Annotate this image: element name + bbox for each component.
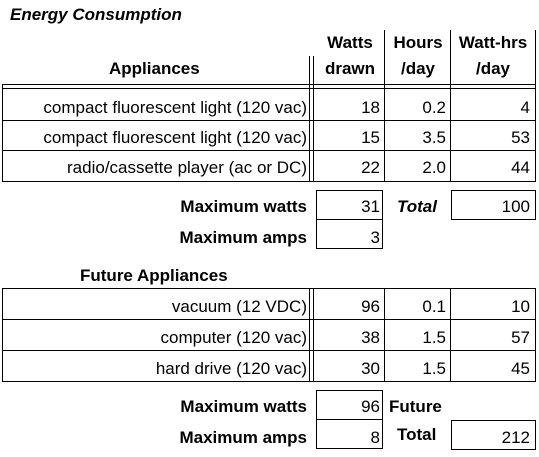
future-appliance-hours: 0.1 bbox=[422, 297, 446, 316]
future-total-label: Total bbox=[397, 425, 437, 444]
grid-hline bbox=[2, 84, 536, 85]
grid-vline bbox=[309, 288, 310, 381]
grid-hline bbox=[2, 288, 536, 289]
future-appliance-hours: 1.5 bbox=[422, 328, 446, 347]
grid-vline bbox=[535, 288, 536, 381]
grid-vline bbox=[535, 30, 536, 182]
future-max-watts-label: Maximum watts bbox=[180, 397, 307, 416]
grid-vline bbox=[384, 30, 385, 182]
future-appliance-name: hard drive (120 vac) bbox=[155, 359, 307, 378]
grid-hline bbox=[2, 319, 536, 320]
appliance-hours: 0.2 bbox=[422, 98, 446, 117]
future-appliance-hours: 1.5 bbox=[422, 359, 446, 378]
future-appliance-watts: 30 bbox=[361, 359, 380, 378]
header-watthrs-line2: /day bbox=[475, 59, 511, 78]
grid-hline bbox=[2, 350, 536, 351]
max-amps-value: 3 bbox=[370, 228, 380, 247]
max-watts-value: 31 bbox=[361, 197, 380, 216]
grid-vline bbox=[313, 56, 314, 182]
future-appliances-title: Future Appliances bbox=[80, 266, 228, 285]
grid-hline bbox=[2, 88, 536, 89]
header-watthrs-line1: Watt-hrs bbox=[458, 33, 528, 52]
future-max-watts-cell bbox=[316, 390, 383, 420]
total-cell bbox=[451, 190, 536, 220]
header-hours-line1: Hours bbox=[393, 33, 443, 52]
appliance-watts: 18 bbox=[361, 98, 380, 117]
future-appliance-name: computer (120 vac) bbox=[160, 328, 307, 347]
future-appliance-watthrs: 45 bbox=[511, 359, 530, 378]
max-amps-cell bbox=[316, 220, 383, 249]
header-watts-line2: drawn bbox=[324, 59, 376, 78]
appliance-name: radio/cassette player (ac or DC) bbox=[67, 158, 307, 177]
grid-vline bbox=[384, 288, 385, 381]
future-max-watts-value: 96 bbox=[361, 397, 380, 416]
appliance-watts: 22 bbox=[361, 158, 380, 177]
max-watts-label: Maximum watts bbox=[180, 197, 307, 216]
header-appliances: Appliances bbox=[109, 59, 200, 78]
future-appliance-watts: 96 bbox=[361, 297, 380, 316]
appliance-watthrs: 44 bbox=[511, 158, 530, 177]
grid-hline bbox=[2, 181, 536, 182]
grid-vline bbox=[450, 30, 451, 182]
appliance-watthrs: 4 bbox=[520, 98, 530, 117]
max-watts-cell bbox=[316, 190, 383, 220]
future-max-amps-label: Maximum amps bbox=[179, 428, 307, 447]
future-appliance-name: vacuum (12 VDC) bbox=[171, 297, 307, 316]
future-label: Future bbox=[389, 397, 442, 416]
appliance-watts: 15 bbox=[361, 128, 380, 147]
header-watts-line1: Watts bbox=[327, 33, 373, 52]
grid-vline bbox=[2, 288, 3, 381]
future-max-amps-value: 8 bbox=[370, 428, 380, 447]
future-appliance-watts: 38 bbox=[361, 328, 380, 347]
future-appliance-watthrs: 10 bbox=[511, 297, 530, 316]
grid-vline bbox=[309, 56, 310, 182]
grid-hline bbox=[2, 381, 536, 382]
appliance-watthrs: 53 bbox=[511, 128, 530, 147]
grid-hline bbox=[2, 120, 536, 121]
grid-vline bbox=[313, 288, 314, 381]
future-max-amps-cell bbox=[316, 420, 383, 449]
sheet-title: Energy Consumption bbox=[10, 5, 182, 24]
header-hours-line2: /day bbox=[400, 59, 436, 78]
grid-hline bbox=[2, 150, 536, 151]
appliance-name: compact fluorescent light (120 vac) bbox=[43, 98, 307, 117]
total-label: Total bbox=[397, 197, 437, 216]
appliance-hours: 3.5 bbox=[422, 128, 446, 147]
grid-vline bbox=[450, 288, 451, 381]
future-total-value: 212 bbox=[501, 428, 530, 447]
future-total-cell bbox=[451, 420, 536, 450]
appliance-name: compact fluorescent light (120 vac) bbox=[43, 128, 307, 147]
future-appliance-watthrs: 57 bbox=[511, 328, 530, 347]
appliance-hours: 2.0 bbox=[422, 158, 446, 177]
grid-vline bbox=[2, 84, 3, 182]
max-amps-label: Maximum amps bbox=[179, 228, 307, 247]
total-value: 100 bbox=[501, 197, 530, 216]
